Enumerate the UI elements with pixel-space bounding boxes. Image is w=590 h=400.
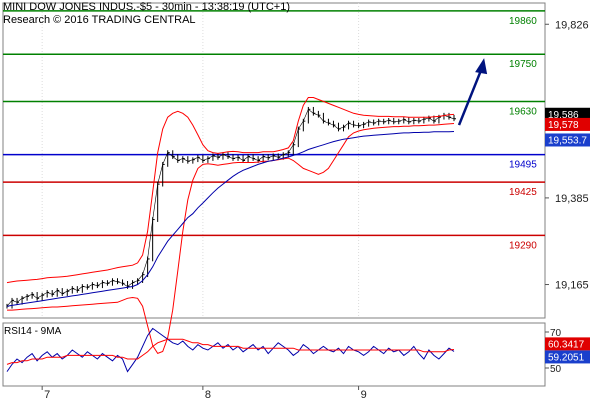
level-label: 19495 [509,160,537,171]
x-tick-label: 9 [361,389,367,400]
rsi-y-tick-label: 50 [550,364,562,375]
price-line [6,108,455,307]
rsi-tag [545,350,590,364]
price-tag [545,133,590,147]
x-tick-label: 7 [44,389,50,400]
price-tag-label: 19,578 [548,120,579,131]
rsi-tag [545,337,590,351]
rsi-title: RSI14 - 9MA [4,326,62,337]
rsi-y-tick-label: 70 [550,328,562,339]
price-panel-frame [2,2,546,319]
moving-average-line [6,131,455,307]
y-tick-label: 19,826 [555,19,589,31]
rsi-line [6,327,455,373]
rsi-tag-label: 60.3417 [548,339,585,350]
bollinger-upper-line [6,97,455,284]
price-tag-label: 19,586 [548,110,579,121]
level-label: 19860 [509,16,537,27]
price-tag-label: 19,553.7 [548,135,587,146]
chart-title: MINI DOW JONES INDUS.-$5 - 30min - 13:38… [3,1,290,13]
projection-arrowhead [475,58,488,75]
rsi-ma-line [6,338,455,365]
projection-arrow [457,69,483,126]
price-tag [545,117,590,131]
y-tick-label: 19,165 [555,280,589,292]
level-label: 19750 [509,59,537,70]
level-label: 19425 [509,187,537,198]
level-label: 19290 [509,240,537,251]
x-tick-label: 8 [205,389,211,400]
rsi-tag-label: 59.2051 [548,352,585,363]
bollinger-lower-line [7,123,455,355]
copyright-text: Research © 2016 TRADING CENTRAL [3,14,196,26]
price-tag [545,107,590,121]
level-label: 19630 [509,106,537,117]
y-tick-label: 19,385 [555,193,589,205]
